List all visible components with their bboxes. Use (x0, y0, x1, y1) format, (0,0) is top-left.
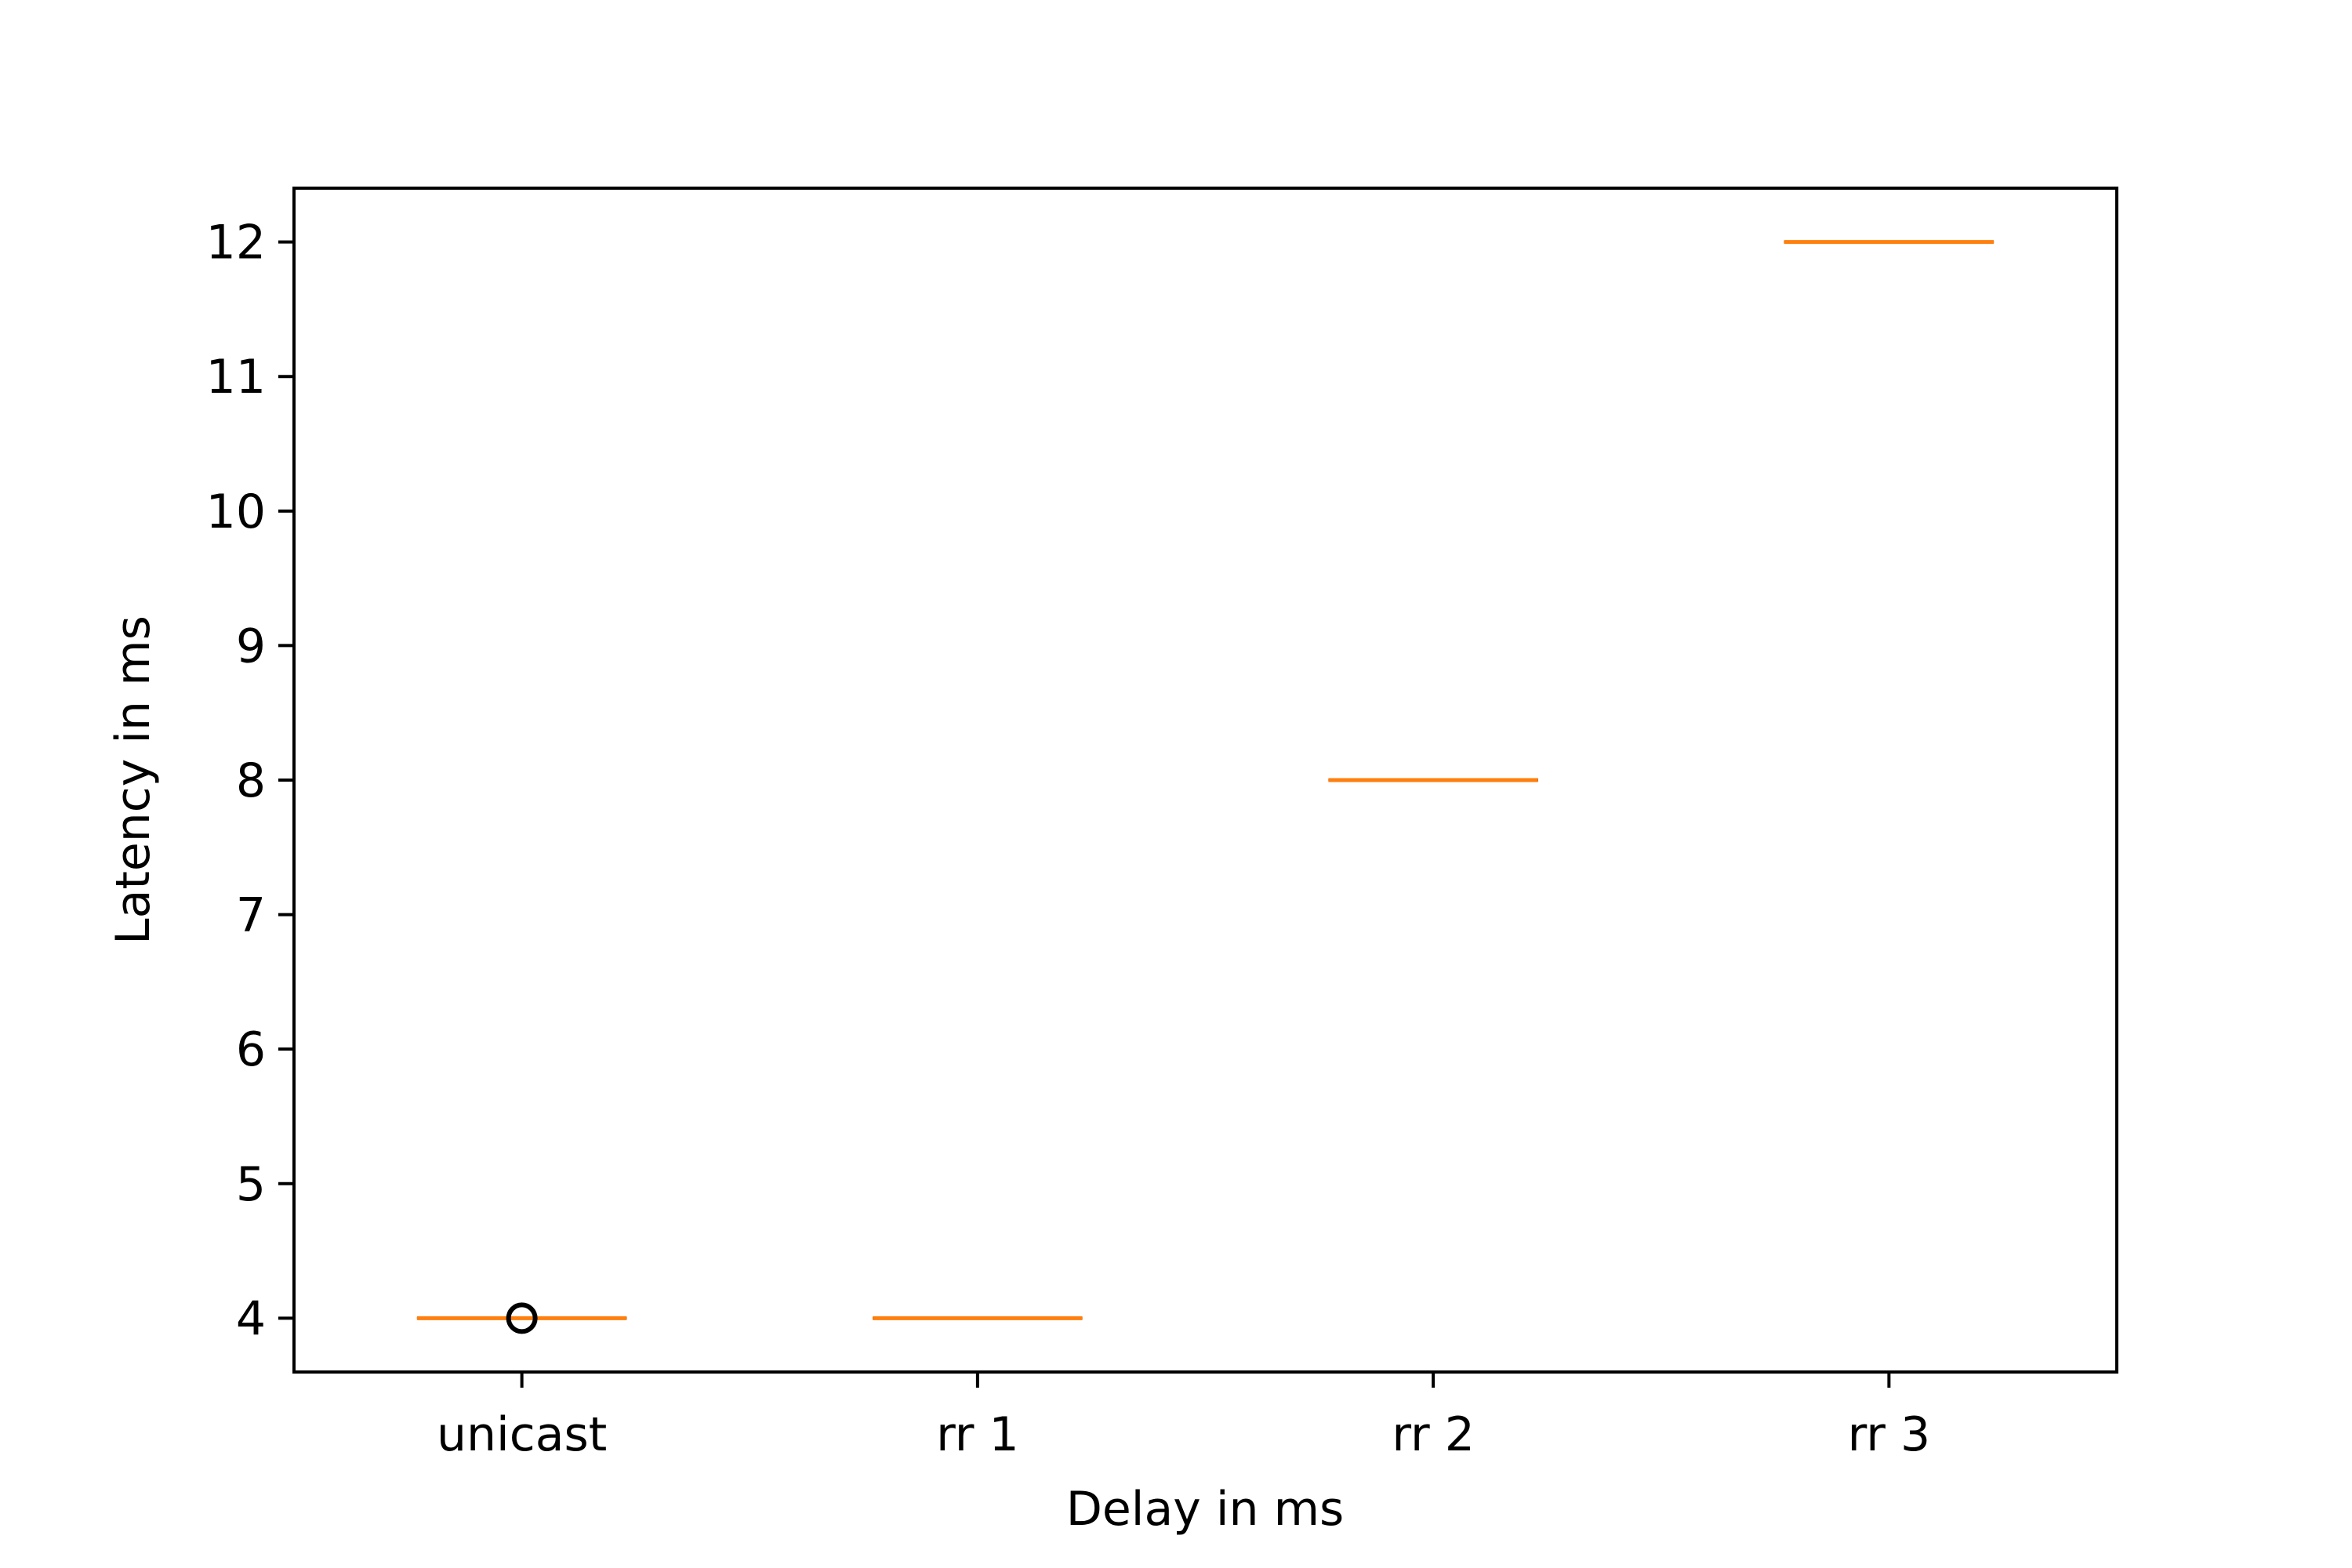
y-tick-label: 7 (236, 888, 266, 943)
plot-area (292, 187, 2118, 1374)
y-tick-label: 9 (236, 619, 266, 673)
y-axis-title: Latency in ms (106, 615, 161, 945)
x-tick-label: rr 2 (1392, 1407, 1475, 1462)
box-plot-marks (416, 240, 1994, 1334)
y-tick-label: 11 (206, 350, 266, 405)
x-tick-label: unicast (437, 1407, 607, 1462)
y-axis: 4 5 6 7 8 9 10 11 12 (206, 216, 294, 1346)
y-tick-label: 5 (236, 1157, 266, 1212)
x-tick-label: rr 3 (1848, 1407, 1931, 1462)
outlier-marker (506, 1302, 538, 1334)
x-axis: unicast rr 1 rr 2 rr 3 (437, 1372, 1930, 1462)
x-axis-title: Delay in ms (1066, 1482, 1345, 1537)
y-tick-label: 8 (236, 753, 266, 808)
x-tick-label: rr 1 (936, 1407, 1019, 1462)
y-tick-label: 6 (236, 1022, 266, 1077)
y-tick-label: 10 (206, 485, 266, 539)
y-tick-label: 12 (206, 216, 266, 270)
y-tick-label: 4 (236, 1291, 266, 1346)
